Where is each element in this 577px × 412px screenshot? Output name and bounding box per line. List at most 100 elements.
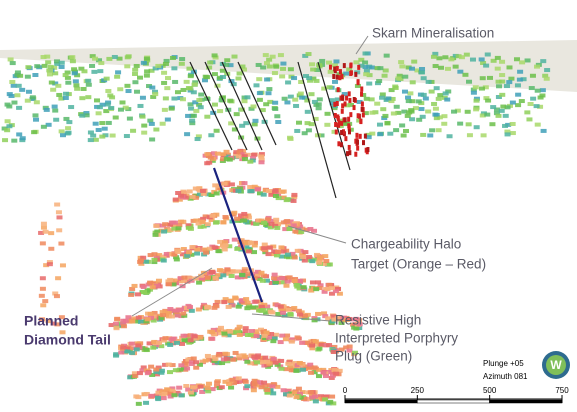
voxel <box>316 255 323 260</box>
voxel <box>281 96 288 101</box>
voxel <box>164 117 171 122</box>
voxel <box>508 76 515 81</box>
voxel <box>188 252 195 257</box>
voxel <box>213 191 220 196</box>
voxel <box>274 303 281 308</box>
voxel <box>40 55 47 60</box>
voxel <box>490 105 497 110</box>
voxel <box>95 127 102 132</box>
voxel <box>151 310 158 315</box>
voxel <box>279 333 286 338</box>
voxel <box>162 222 169 227</box>
voxel <box>542 73 549 78</box>
voxel <box>261 246 268 251</box>
voxel <box>338 320 345 325</box>
voxel <box>270 244 277 249</box>
voxel <box>496 84 503 89</box>
voxel <box>408 108 415 113</box>
voxel <box>264 390 271 395</box>
voxel <box>196 280 203 285</box>
voxel <box>222 214 229 219</box>
voxel <box>315 102 322 107</box>
voxel <box>267 99 274 104</box>
voxel <box>125 315 132 320</box>
voxel <box>54 202 61 207</box>
voxel <box>246 303 253 308</box>
voxel <box>377 132 384 137</box>
skarn-voxel <box>340 130 344 136</box>
voxel <box>379 95 386 100</box>
voxel <box>259 108 266 113</box>
voxel <box>411 59 418 64</box>
voxel <box>162 61 169 66</box>
voxel <box>242 354 249 359</box>
voxel <box>79 113 86 118</box>
voxel <box>209 213 216 218</box>
voxel <box>262 250 269 255</box>
skarn-label: Skarn Mineralisation <box>372 26 494 41</box>
voxel <box>175 190 182 195</box>
voxel <box>180 333 187 338</box>
voxel <box>292 361 299 366</box>
voxel <box>299 252 306 257</box>
voxel <box>470 90 477 95</box>
voxel <box>16 132 23 137</box>
voxel <box>58 315 65 320</box>
voxel <box>177 276 184 281</box>
voxel <box>540 128 547 133</box>
voxel <box>308 370 315 375</box>
voxel <box>124 64 131 69</box>
voxel <box>463 52 470 57</box>
voxel <box>219 95 226 100</box>
voxel <box>181 338 188 343</box>
voxel <box>85 95 92 100</box>
voxel <box>325 316 332 321</box>
voxel <box>261 333 268 338</box>
voxel <box>446 134 453 139</box>
voxel <box>180 87 187 92</box>
voxel <box>263 102 270 107</box>
voxel <box>170 220 177 225</box>
voxel <box>258 382 265 387</box>
voxel <box>533 104 540 109</box>
skarn-voxel <box>360 86 364 92</box>
voxel <box>153 127 160 132</box>
voxel <box>287 136 294 141</box>
voxel <box>539 88 546 93</box>
voxel <box>518 99 525 104</box>
voxel <box>328 291 335 296</box>
voxel <box>187 86 194 91</box>
voxel <box>102 133 109 138</box>
voxel <box>291 192 298 197</box>
voxel <box>485 98 492 103</box>
voxel <box>163 251 170 256</box>
voxel <box>80 86 87 91</box>
voxel <box>219 74 226 79</box>
voxel <box>331 317 338 322</box>
voxel <box>270 356 277 361</box>
voxel <box>293 103 300 108</box>
voxel <box>270 339 277 344</box>
voxel <box>53 294 60 299</box>
voxel <box>167 394 174 399</box>
voxel <box>237 379 244 384</box>
voxel <box>71 67 78 72</box>
voxel <box>200 224 207 229</box>
voxel <box>187 102 194 107</box>
voxel <box>502 123 509 128</box>
voxel <box>141 290 148 295</box>
voxel <box>135 401 142 406</box>
voxel <box>244 300 251 305</box>
voxel <box>287 94 294 99</box>
voxel <box>517 69 524 74</box>
voxel <box>499 92 506 97</box>
voxel <box>147 118 154 123</box>
voxel <box>143 56 150 61</box>
voxel <box>87 138 94 143</box>
voxel <box>228 79 235 84</box>
voxel <box>167 277 174 282</box>
skarn-voxel <box>333 101 337 107</box>
skarn-voxel <box>334 121 338 127</box>
voxel <box>149 372 156 377</box>
voxel <box>414 68 421 73</box>
